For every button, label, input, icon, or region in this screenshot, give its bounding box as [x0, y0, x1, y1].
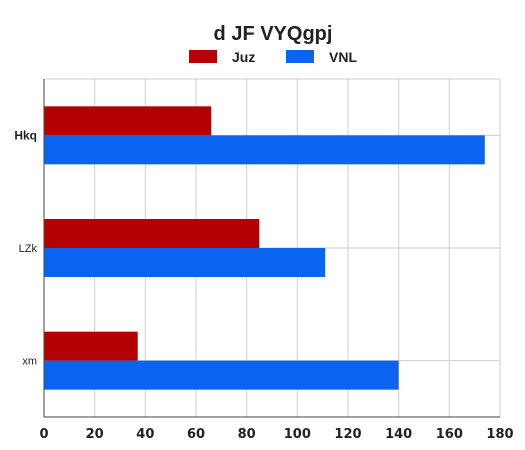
bar-vnl-hkq	[44, 135, 485, 165]
y-tick-label-hkq: Hkq	[14, 128, 37, 142]
bar-juz-xm	[44, 331, 138, 361]
x-tick-label-0: 0	[39, 427, 48, 442]
x-tick-label-5: 100	[284, 427, 311, 442]
x-tick-label-4: 80	[238, 427, 256, 442]
legend-label-juz: Juz	[232, 49, 255, 65]
legend-swatch-juz	[189, 50, 217, 63]
x-tick-label-2: 40	[136, 427, 154, 442]
x-tick-label-8: 160	[436, 427, 463, 442]
bar-juz-lzk	[44, 219, 260, 248]
y-tick-label-xm: xm	[22, 356, 37, 368]
bar-vnl-lzk	[44, 248, 326, 277]
bar-vnl-xm	[44, 360, 399, 390]
legend-label-vnl: VNL	[329, 49, 357, 65]
x-tick-label-1: 20	[86, 427, 104, 442]
chart-title: d JF VYQgpj	[214, 23, 333, 45]
y-tick-label-lzk: LZk	[19, 243, 38, 255]
bar-juz-hkq	[44, 106, 212, 136]
legend-swatch-vnl	[286, 50, 314, 63]
x-tick-label-9: 180	[486, 427, 513, 442]
x-tick-label-6: 120	[334, 427, 361, 442]
x-tick-label-7: 140	[385, 427, 412, 442]
x-tick-label-3: 60	[187, 427, 205, 442]
legend: Juz VNL	[189, 49, 357, 65]
plot-area: 0 20 40 60 80 100 120 140 160 180 Hkq LZk xm	[14, 78, 514, 442]
